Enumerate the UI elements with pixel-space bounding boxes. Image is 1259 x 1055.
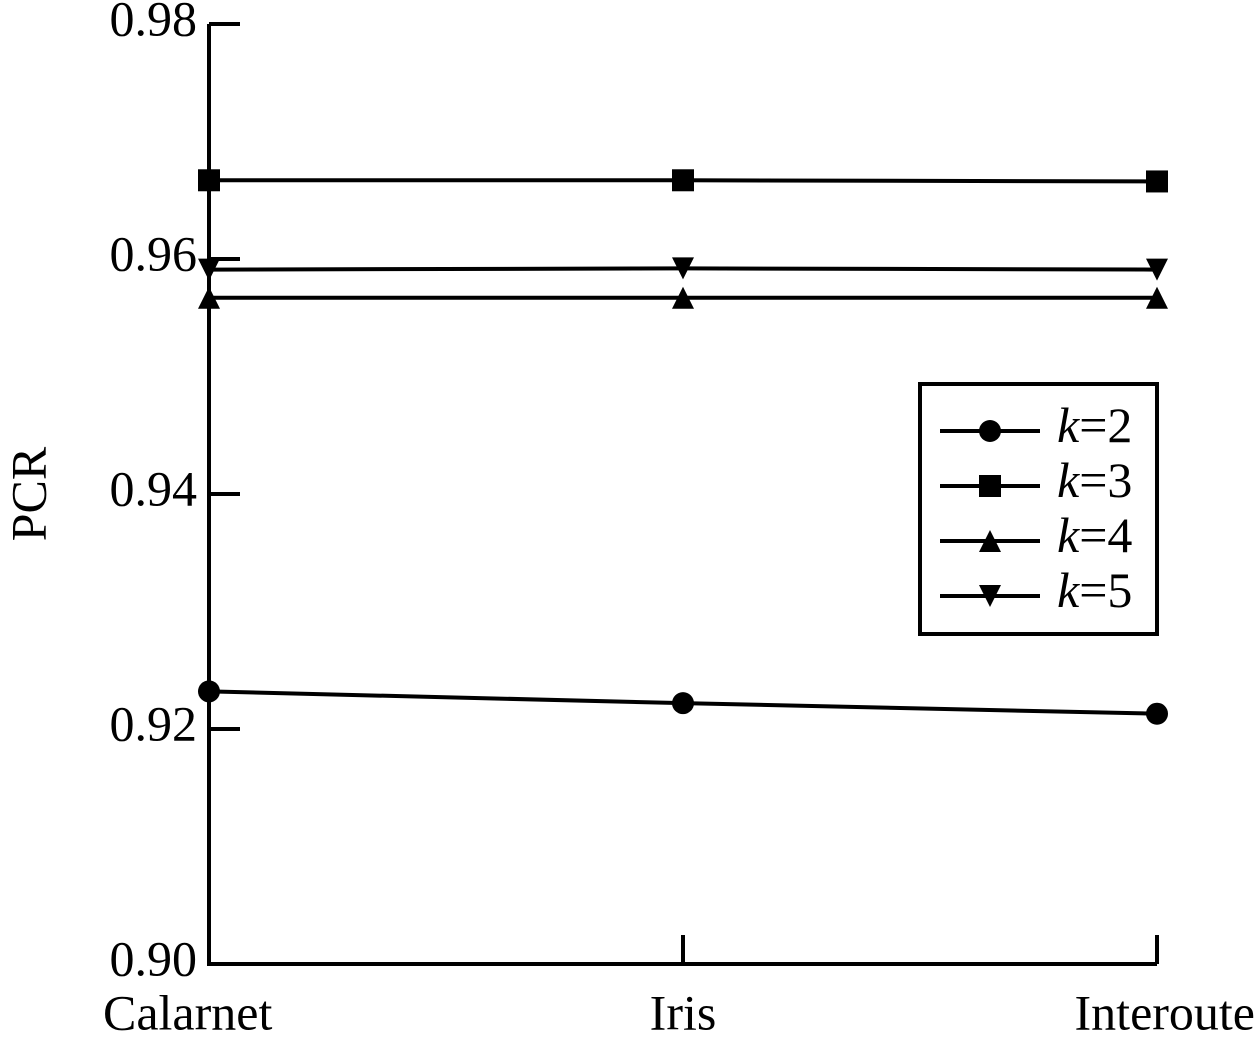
legend-label-part: k xyxy=(1057,507,1080,563)
legend-label-part: =4 xyxy=(1079,507,1132,563)
marker xyxy=(1146,170,1168,193)
legend-label: k=2 xyxy=(1057,397,1132,453)
y-tick-label: 0.92 xyxy=(110,695,198,751)
legend-label-part: k xyxy=(1057,397,1080,453)
x-tick-label: Calarnet xyxy=(103,984,272,1040)
y-tick-label: 0.96 xyxy=(110,225,198,281)
y-tick-label: 0.98 xyxy=(110,0,198,46)
legend-label-part: =2 xyxy=(1079,397,1132,453)
marker xyxy=(198,286,220,309)
marker xyxy=(1146,286,1168,309)
legend-box xyxy=(918,382,1159,636)
marker xyxy=(198,169,220,192)
legend-label: k=5 xyxy=(1057,562,1132,618)
marker xyxy=(1146,702,1168,725)
marker xyxy=(198,680,220,703)
legend-label-part: k xyxy=(1057,562,1080,618)
marker xyxy=(979,420,1001,442)
marker xyxy=(979,585,1001,607)
legend-label-part: k xyxy=(1057,452,1080,508)
marker xyxy=(198,258,220,281)
marker xyxy=(979,530,1001,552)
marker xyxy=(672,257,694,280)
x-tick-label: Iris xyxy=(650,984,717,1040)
x-tick-label: Interoute xyxy=(1075,984,1255,1040)
marker xyxy=(672,169,694,192)
marker xyxy=(1146,258,1168,281)
y-tick-label: 0.94 xyxy=(110,460,198,516)
y-axis-label: PCR xyxy=(0,446,56,541)
legend-label-part: =5 xyxy=(1079,562,1132,618)
marker xyxy=(979,475,1001,497)
marker xyxy=(672,692,694,715)
marker xyxy=(672,286,694,309)
legend-label: k=3 xyxy=(1057,452,1132,508)
y-tick-label: 0.90 xyxy=(110,930,198,986)
legend-label-part: =3 xyxy=(1079,452,1132,508)
legend-label: k=4 xyxy=(1057,507,1132,563)
